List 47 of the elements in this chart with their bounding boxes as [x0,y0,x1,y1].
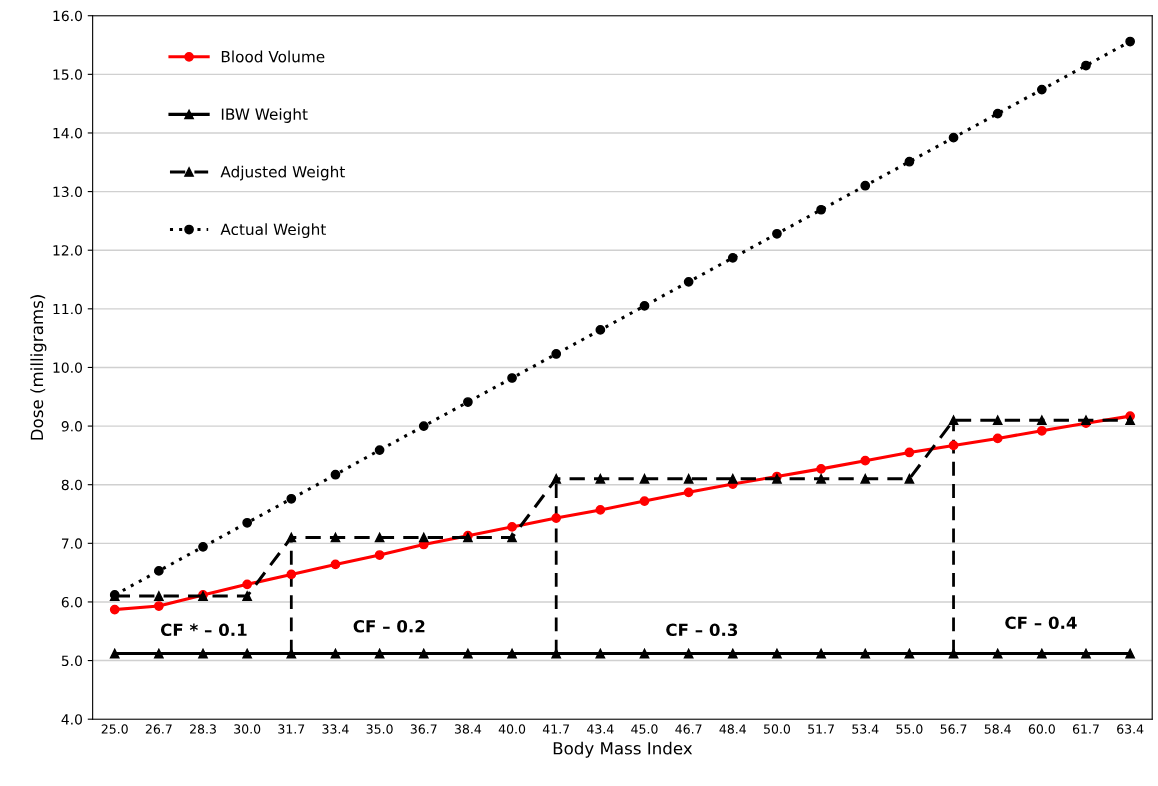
x-tick-label: 46.7 [675,724,702,734]
y-tick-label: 12.0 [53,245,82,256]
legend-label: Blood Volume [221,50,325,63]
x-tick-label: 45.0 [631,724,658,734]
x-tick-label: 58.4 [984,724,1011,734]
x-tick-label: 33.4 [322,724,349,734]
x-tick-label: 51.7 [808,724,834,734]
x-tick-label: 26.7 [145,724,172,734]
annotation: CF – 0.4 [1005,616,1077,630]
y-tick-label: 6.0 [61,596,82,608]
annotation: CF * – 0.1 [160,623,247,637]
y-tick-label: 5.0 [61,655,82,667]
x-tick-label: 35.0 [366,724,393,734]
x-tick-label: 50.0 [763,724,791,734]
y-tick-label: 15.0 [53,69,82,80]
x-tick-label: 60.0 [1028,724,1055,734]
x-tick-label: 38.4 [454,724,482,734]
y-tick-label: 16.0 [53,10,82,22]
annotation: CF – 0.2 [353,619,425,633]
y-tick-label: 7.0 [61,538,82,549]
y-axis-title: Dose (milligrams) [30,295,47,440]
legend-label: IBW Weight [221,108,308,123]
x-tick-label: 63.4 [1117,724,1144,734]
x-tick-label: 61.7 [1072,724,1099,734]
x-tick-label: 53.4 [852,724,879,734]
x-tick-label: 30.0 [234,724,261,734]
x-tick-label: 28.3 [190,724,216,734]
x-tick-label: 48.4 [719,724,747,734]
x-tick-label: 31.7 [278,724,305,734]
legend-label: Adjusted Weight [220,165,345,181]
y-tick-label: 13.0 [53,186,82,198]
x-tick-label: 43.4 [587,724,614,734]
y-tick-label: 10.0 [53,362,82,373]
y-tick-label: 14.0 [53,127,82,139]
x-tick-label: 56.7 [940,724,967,734]
y-tick-label: 8.0 [61,479,82,491]
y-tick-label: 9.0 [61,421,82,432]
y-tick-label: 4.0 [61,714,82,725]
annotation: CF – 0.3 [666,623,738,637]
x-tick-label: 36.7 [410,724,437,734]
x-tick-label: 25.0 [101,724,128,734]
x-tick-label: 41.7 [542,724,570,734]
y-tick-label: 11.0 [53,303,82,315]
x-tick-label: 55.0 [896,724,923,734]
x-axis-title: Body Mass Index [553,741,693,758]
legend-label: Actual Weight [220,223,326,239]
x-tick-label: 40.0 [498,724,526,734]
